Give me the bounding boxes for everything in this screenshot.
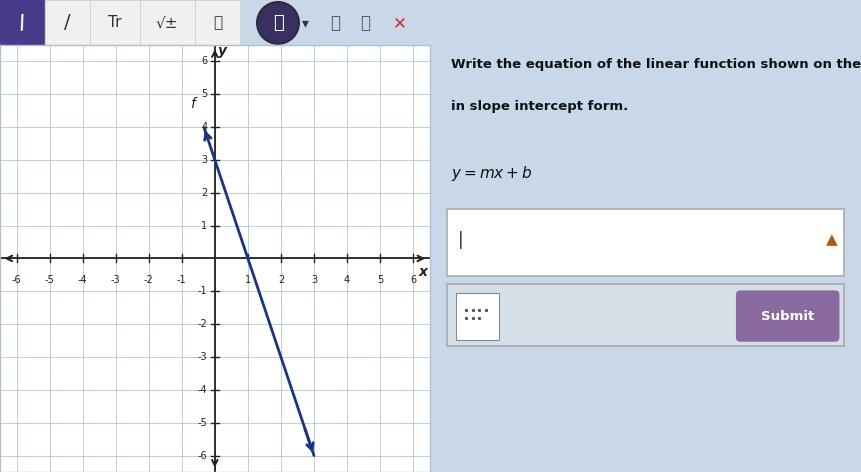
Text: /: / [64, 13, 71, 33]
Text: 5: 5 [201, 89, 208, 99]
Circle shape [258, 3, 298, 43]
FancyBboxPatch shape [447, 284, 844, 346]
Text: 5: 5 [377, 275, 383, 285]
Text: ꟗ: ꟗ [273, 14, 283, 32]
Text: 🖊: 🖊 [214, 16, 222, 30]
Text: -5: -5 [198, 418, 208, 428]
Text: y: y [218, 44, 226, 59]
Text: -3: -3 [198, 352, 208, 362]
Text: Tr: Tr [108, 16, 121, 30]
Text: 2: 2 [201, 188, 208, 198]
Text: 6: 6 [410, 275, 416, 285]
Text: ▾: ▾ [301, 16, 308, 30]
Text: -4: -4 [77, 275, 88, 285]
Text: ⌢: ⌢ [360, 14, 370, 32]
Bar [90, 0, 140, 45]
Text: 4: 4 [344, 275, 350, 285]
Text: in slope intercept form.: in slope intercept form. [451, 101, 629, 113]
Text: 1: 1 [245, 275, 251, 285]
Text: -5: -5 [45, 275, 54, 285]
Text: -6: -6 [198, 451, 208, 461]
Text: 3: 3 [201, 155, 208, 165]
Text: ⌒: ⌒ [330, 14, 340, 32]
Text: Write the equation of the linear function shown on the graph: Write the equation of the linear functio… [451, 58, 861, 71]
Bar [0, 0, 45, 45]
Text: x: x [418, 265, 428, 278]
Text: ✕: ✕ [393, 14, 407, 32]
FancyBboxPatch shape [455, 293, 499, 339]
Text: 4: 4 [201, 122, 208, 132]
Text: -3: -3 [111, 275, 121, 285]
Text: Submit: Submit [761, 310, 815, 322]
Text: ▲: ▲ [826, 233, 837, 247]
FancyBboxPatch shape [736, 290, 839, 342]
Text: √±: √± [156, 16, 178, 30]
Text: -4: -4 [198, 385, 208, 395]
Text: -1: -1 [198, 287, 208, 296]
Text: |: | [458, 231, 463, 249]
Text: 1: 1 [201, 220, 208, 230]
Bar [195, 0, 240, 45]
Text: -2: -2 [144, 275, 153, 285]
Circle shape [256, 1, 300, 45]
Text: -6: -6 [12, 275, 22, 285]
Text: f: f [190, 97, 195, 111]
FancyBboxPatch shape [447, 209, 844, 276]
Text: 6: 6 [201, 56, 208, 66]
Text: -2: -2 [198, 319, 208, 329]
Text: -1: -1 [177, 275, 187, 285]
Text: 2: 2 [278, 275, 284, 285]
Bar [140, 0, 195, 45]
Bar [45, 0, 90, 45]
Text: /: / [16, 13, 28, 33]
Text: 3: 3 [311, 275, 317, 285]
Text: $y = mx + b$: $y = mx + b$ [451, 164, 533, 184]
